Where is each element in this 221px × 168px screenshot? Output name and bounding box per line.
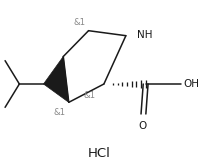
Text: &1: &1 (54, 108, 66, 117)
Text: O: O (138, 121, 147, 132)
Text: HCl: HCl (88, 147, 111, 160)
Text: &1: &1 (74, 18, 86, 27)
Text: &1: &1 (83, 92, 95, 100)
Text: NH: NH (137, 30, 152, 40)
Polygon shape (44, 56, 69, 102)
Text: OH: OH (183, 79, 199, 89)
